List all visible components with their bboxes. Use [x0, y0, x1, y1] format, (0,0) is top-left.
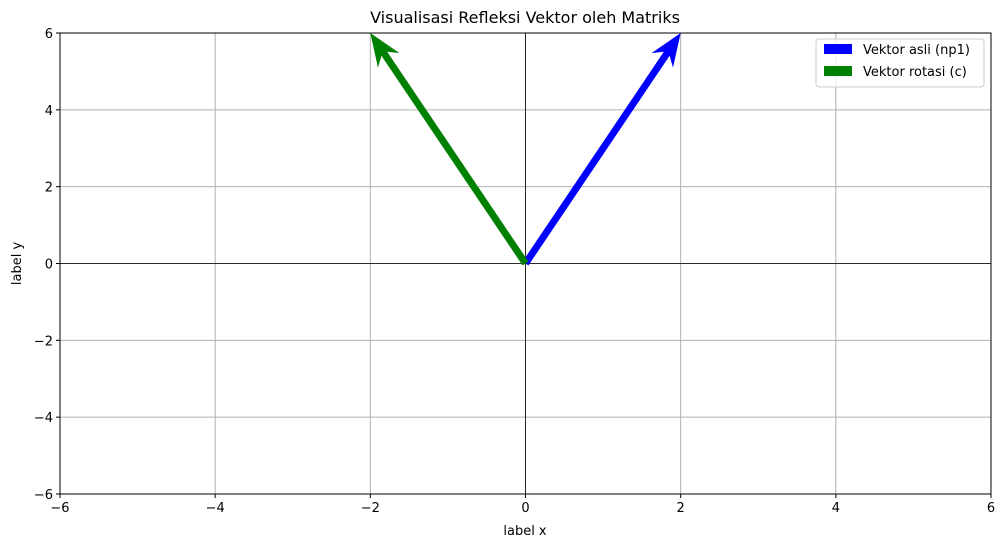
vector-arrow-asli	[522, 33, 681, 266]
vector-arrow-rotasi	[370, 33, 529, 266]
chart-title: Visualisasi Refleksi Vektor oleh Matriks	[370, 8, 680, 27]
y-tick-label: −2	[34, 334, 53, 349]
x-axis-label: label x	[503, 524, 547, 539]
legend-label-vektor-rotasi: Vektor rotasi (c)	[863, 65, 967, 80]
x-tick-label: 4	[832, 501, 840, 516]
legend: Vektor asli (np1) Vektor rotasi (c)	[815, 38, 985, 88]
x-tick-label: −6	[50, 501, 69, 516]
x-tick-label: 0	[521, 501, 529, 516]
legend-swatch-vektor-rotasi	[824, 66, 852, 76]
x-tick-label: −4	[206, 501, 225, 516]
y-axis-label: label y	[10, 242, 25, 286]
y-tick-label: 2	[45, 181, 53, 196]
x-tick-label: 2	[677, 501, 685, 516]
y-tick-label: 4	[45, 104, 53, 119]
y-tick-label: 0	[45, 258, 53, 273]
vectors	[370, 33, 681, 266]
y-tick-label: 6	[45, 27, 53, 42]
legend-label-vektor-asli: Vektor asli (np1)	[863, 43, 970, 58]
legend-swatch-vektor-asli	[824, 44, 852, 54]
legend-frame	[815, 38, 985, 88]
ticks: −6 −4 −2 0 2 4 6 −6 −4 −2 0 2 4 6	[34, 27, 995, 516]
y-tick-label: −6	[34, 488, 53, 503]
y-tick-label: −4	[34, 411, 53, 426]
x-tick-label: 6	[987, 501, 995, 516]
x-tick-label: −2	[361, 501, 380, 516]
